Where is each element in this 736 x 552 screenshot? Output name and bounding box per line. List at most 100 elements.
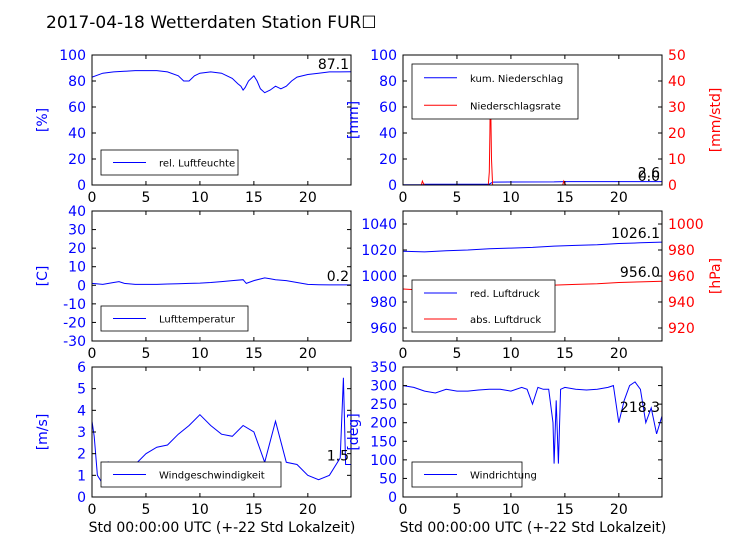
x-tick-label: 10	[191, 190, 209, 206]
x-tick-label: 20	[299, 190, 317, 206]
y-right-tick-label: 940	[668, 295, 695, 311]
series-line-1	[403, 181, 662, 185]
x-tick-label: 15	[556, 346, 574, 362]
legend-label: abs. Luftdruck	[470, 315, 541, 326]
x-tick-label: 5	[141, 502, 150, 518]
series-line-1	[92, 277, 351, 286]
x-tick-label: 15	[245, 190, 263, 206]
y-tick-label: 100	[370, 48, 397, 64]
y-right-tick-label: 980	[668, 243, 695, 259]
y-axis-label: [m/s]	[35, 414, 51, 451]
plot-frame	[91, 210, 352, 342]
legend-label: rel. Luftfeuchte	[159, 159, 235, 170]
y-tick-label: -10	[63, 297, 86, 313]
x-tick-label: 20	[610, 502, 628, 518]
y-right-tick-label: 960	[668, 269, 695, 285]
y-right-tick-label: 0	[668, 178, 677, 194]
x-tick-label: 10	[191, 502, 209, 518]
plot-frame	[91, 54, 352, 186]
y-tick-label: -20	[63, 315, 86, 331]
x-axis-label-right: Std 00:00:00 UTC (+-22 Std Lokalzeit)	[400, 520, 667, 536]
legend: red. Luftdruck abs. Luftdruck	[411, 279, 556, 333]
panel-3: 0 5 10 15 20 -30 -20 -10 0 10 20 30 40 [C] Lufttempera…	[35, 204, 352, 362]
legend-label: Niederschlagsrate	[470, 101, 561, 112]
x-tick-label: 15	[245, 346, 263, 362]
y-tick-label: 3	[77, 425, 86, 441]
y-tick-label: 0	[77, 178, 86, 194]
x-tick-label: 15	[556, 502, 574, 518]
x-tick-label: 10	[191, 346, 209, 362]
panel-4: 0 5 10 15 20 960 980 1000 1020 1040 920 940 960 980 10…	[361, 210, 724, 362]
x-tick-label: 5	[141, 190, 150, 206]
y-axis-label: [deg]	[346, 413, 362, 450]
y-tick-label: 100	[370, 453, 397, 469]
x-tick-label: 20	[299, 502, 317, 518]
y-tick-label: 40	[379, 126, 397, 142]
value-annotation: 87.1	[318, 57, 349, 73]
legend-label: red. Luftdruck	[470, 289, 540, 300]
legend: Windgeschwindigkeit	[100, 461, 282, 488]
value-annotation-right: 0.0	[638, 169, 660, 185]
y-tick-label: 350	[370, 360, 397, 376]
legend: kum. Niederschlag Niederschlagsrate	[411, 63, 579, 120]
value-annotation: 218.3	[620, 400, 660, 416]
y-axis-label: [mm]	[346, 101, 362, 139]
value-annotation-right: 956.0	[620, 265, 660, 281]
y-tick-label: 2	[77, 447, 86, 463]
y-tick-label: 1020	[361, 243, 397, 259]
x-tick-label: 0	[399, 190, 408, 206]
x-tick-label: 5	[452, 502, 461, 518]
y-right-tick-label: 1000	[668, 217, 704, 233]
panel-2: 0 5 10 15 20 0 20 40 60 80 100 0 10 20 30 40 50 [mm] [mm/s…	[346, 48, 724, 206]
panel-1: 0 5 10 15 20 0 20 40 60 80 100 [%] rel. Luftfeuchte 8…	[35, 48, 352, 206]
y-tick-label: 40	[68, 204, 86, 220]
x-tick-label: 0	[88, 190, 97, 206]
x-tick-label: 5	[452, 346, 461, 362]
value-annotation: 1026.1	[611, 226, 660, 242]
y-tick-label: 6	[77, 360, 86, 376]
x-tick-label: 0	[399, 502, 408, 518]
legend-label: Windgeschwindigkeit	[159, 471, 265, 482]
y-tick-label: 30	[68, 223, 86, 239]
plot-frame	[402, 366, 663, 498]
y-tick-label: 250	[370, 397, 397, 413]
x-tick-label: 20	[610, 346, 628, 362]
chart-title: 2017-04-18 Wetterdaten Station FUR☐	[46, 13, 377, 33]
y-right-tick-label: 20	[668, 126, 686, 142]
y-tick-label: 200	[370, 416, 397, 432]
value-annotation: 0.2	[327, 269, 349, 285]
y-axis-label-right: [mm/std]	[708, 88, 724, 153]
y-tick-label: 0	[77, 278, 86, 294]
x-tick-label: 5	[452, 190, 461, 206]
y-tick-label: 50	[379, 471, 397, 487]
legend-box	[411, 63, 579, 120]
x-tick-label: 0	[88, 502, 97, 518]
panel-6: 0 5 10 15 20050100150200250300350[deg]Windri…	[346, 360, 663, 518]
y-tick-label: 0	[388, 490, 397, 506]
y-axis-label-right: [hPa]	[708, 258, 724, 294]
legend: rel. Luftfeuchte	[100, 149, 239, 176]
value-annotation: 2.6	[638, 166, 660, 182]
y-tick-label: 20	[379, 152, 397, 168]
x-tick-label: 10	[502, 190, 520, 206]
y-tick-label: 10	[68, 260, 86, 276]
x-tick-label: 15	[556, 190, 574, 206]
legend-label: Lufttemperatur	[159, 315, 236, 326]
y-right-tick-label: 50	[668, 48, 686, 64]
x-tick-label: 20	[610, 190, 628, 206]
legend-box	[411, 279, 556, 333]
y-axis-label: [C]	[35, 266, 51, 287]
legend-label: kum. Niederschlag	[470, 74, 563, 85]
y-tick-label: 4	[77, 403, 86, 419]
y-tick-label: 5	[77, 382, 86, 398]
panel-5: 0 5 10 15 20 0 1 2 3 4 5 6 [m/s] Windgeschwindigkeit 1…	[35, 360, 352, 518]
legend: Lufttemperatur	[100, 305, 249, 332]
y-tick-label: -30	[63, 334, 86, 350]
y-right-tick-label: 10	[668, 152, 686, 168]
y-tick-label: 80	[68, 74, 86, 90]
x-tick-label: 20	[299, 346, 317, 362]
y-tick-label: 1000	[361, 269, 397, 285]
y-tick-label: 40	[68, 126, 86, 142]
y-tick-label: 0	[77, 490, 86, 506]
